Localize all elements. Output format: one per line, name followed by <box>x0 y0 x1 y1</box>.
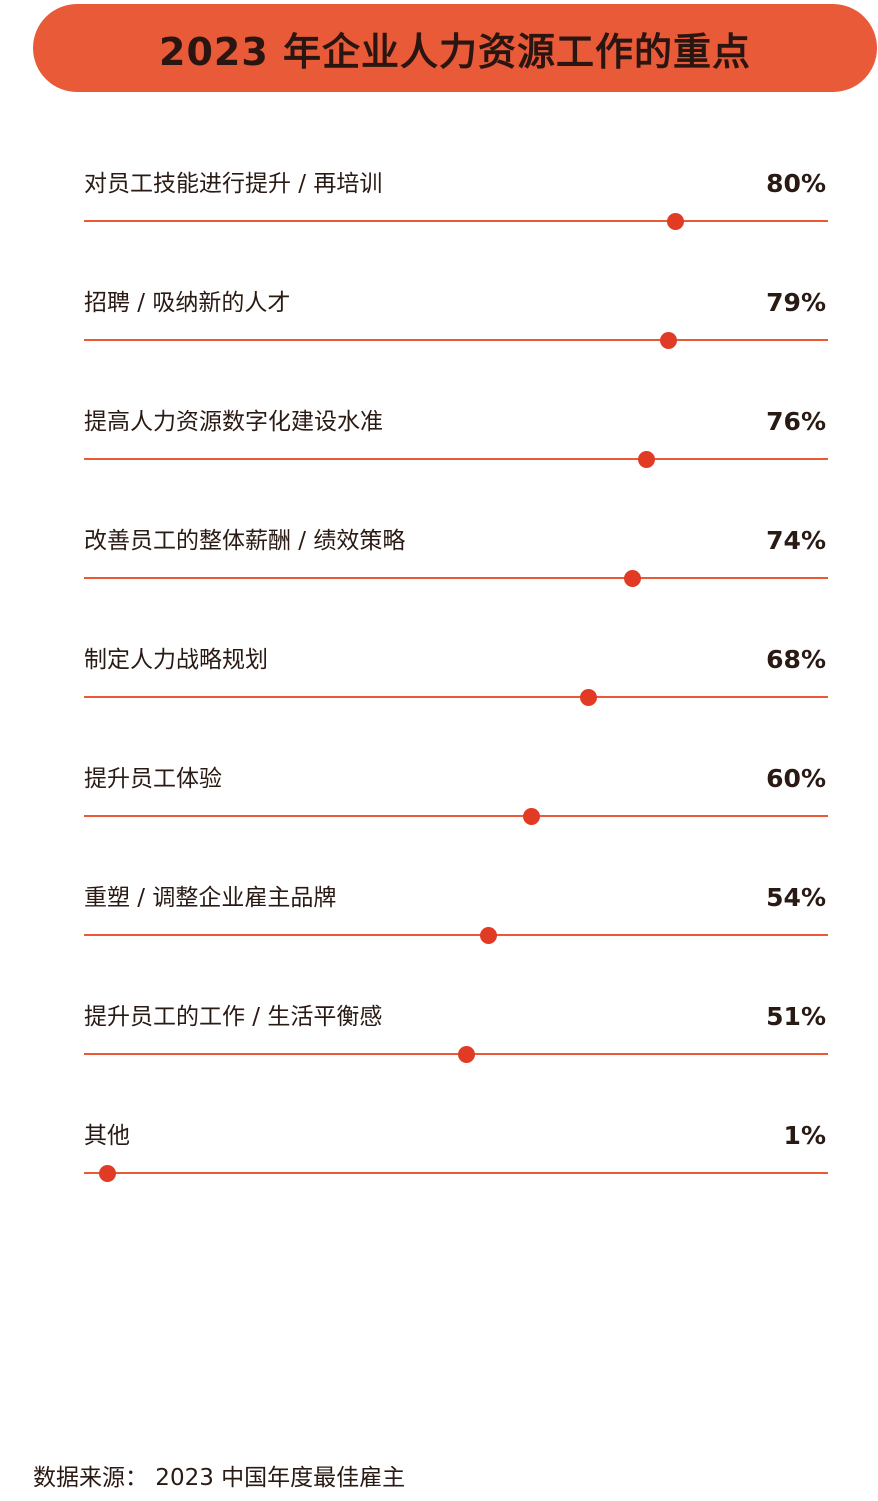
chart-row: 提升员工的工作 / 生活平衡感 51% <box>84 1001 828 1065</box>
row-track-line <box>84 1053 828 1055</box>
value-dot <box>580 689 598 706</box>
row-track-line <box>84 934 828 936</box>
row-label: 对员工技能进行提升 / 再培训 <box>84 171 383 197</box>
chart-row: 改善员工的整体薪酬 / 绩效策略 74% <box>84 525 828 589</box>
value-dot <box>637 451 655 468</box>
row-value-label: 76% <box>766 407 826 436</box>
row-track-line <box>84 577 828 579</box>
row-value-label: 60% <box>766 764 826 793</box>
row-label: 提升员工的工作 / 生活平衡感 <box>84 1004 383 1030</box>
chart-row: 制定人力战略规划 68% <box>84 644 828 708</box>
chart-row: 其他 1% <box>84 1120 828 1184</box>
row-value-label: 51% <box>766 1002 826 1031</box>
row-value-label: 80% <box>766 169 826 198</box>
row-track-line <box>84 220 828 222</box>
row-label: 其他 <box>84 1123 130 1149</box>
value-dot <box>458 1046 476 1063</box>
row-value-label: 68% <box>766 645 826 674</box>
row-value-label: 54% <box>766 883 826 912</box>
row-track-line <box>84 696 828 698</box>
row-track-line <box>84 458 828 460</box>
row-label: 招聘 / 吸纳新的人才 <box>84 290 291 316</box>
row-label: 改善员工的整体薪酬 / 绩效策略 <box>84 528 406 554</box>
value-dot <box>623 570 641 587</box>
chart-row: 提升员工体验 60% <box>84 763 828 827</box>
row-label: 提升员工体验 <box>84 766 222 792</box>
row-value-label: 1% <box>783 1121 826 1150</box>
row-track-line <box>84 815 828 817</box>
row-value-label: 79% <box>766 288 826 317</box>
chart-title: 2023 年企业人力资源工作的重点 <box>159 29 751 74</box>
value-dot <box>522 808 540 825</box>
row-label: 提高人力资源数字化建设水准 <box>84 409 383 435</box>
value-dot <box>666 213 684 230</box>
chart-row: 提高人力资源数字化建设水准 76% <box>84 406 828 470</box>
row-label: 制定人力战略规划 <box>84 647 268 673</box>
row-value-label: 74% <box>766 526 826 555</box>
chart-row: 招聘 / 吸纳新的人才 79% <box>84 287 828 351</box>
title-banner: 2023 年企业人力资源工作的重点 <box>33 4 877 92</box>
value-dot <box>659 332 677 349</box>
source-note: 数据来源： 2023 中国年度最佳雇主 <box>33 1465 406 1491</box>
row-track-line <box>84 339 828 341</box>
chart-row: 重塑 / 调整企业雇主品牌 54% <box>84 882 828 946</box>
row-label: 重塑 / 调整企业雇主品牌 <box>84 885 337 911</box>
value-dot <box>98 1165 116 1182</box>
value-dot <box>479 927 497 944</box>
chart-row: 对员工技能进行提升 / 再培训 80% <box>84 168 828 232</box>
row-track-line <box>84 1172 828 1174</box>
